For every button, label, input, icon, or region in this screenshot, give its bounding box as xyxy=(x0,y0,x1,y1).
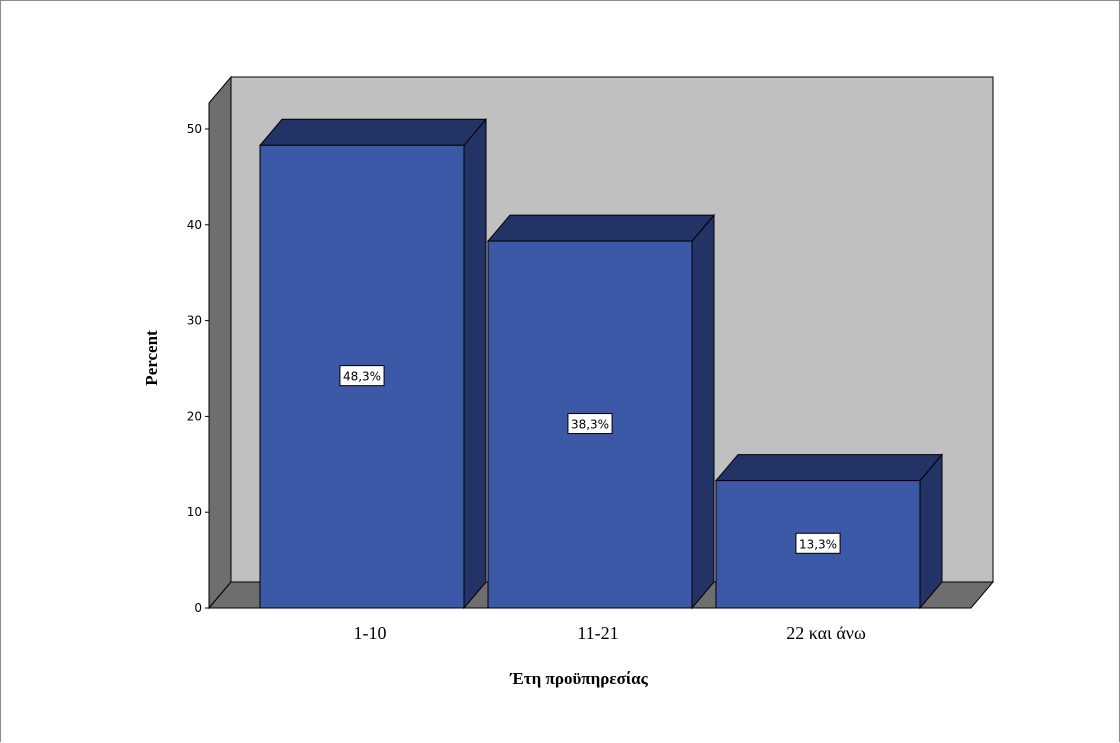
x-tick-label: 1-10 xyxy=(354,623,387,643)
y-tick-label: 30 xyxy=(187,314,202,328)
bar-top xyxy=(258,118,488,146)
x-tick-label: 11-21 xyxy=(577,623,618,643)
data-labels: 48,3% 38,3% 13,3% xyxy=(339,365,841,554)
x-axis: 1-10 11-21 22 και άνω xyxy=(354,623,866,643)
data-label-box xyxy=(795,532,841,554)
y-tick-label: 20 xyxy=(187,409,202,423)
data-label: 48,3% xyxy=(339,365,385,387)
data-label-box xyxy=(339,365,385,387)
bar-top xyxy=(714,454,944,482)
bar xyxy=(714,453,944,610)
data-label-text: 38,3% xyxy=(571,418,609,432)
y-axis-title: Percent xyxy=(142,330,161,386)
data-label: 13,3% xyxy=(795,532,841,554)
y-tick-label: 50 xyxy=(187,122,202,136)
bar-top xyxy=(486,214,716,242)
bar-side xyxy=(919,453,943,610)
bar xyxy=(258,117,488,610)
data-label-text: 13,3% xyxy=(799,537,837,551)
y-tick-label: 40 xyxy=(187,218,202,232)
side-wall xyxy=(208,75,232,610)
bar xyxy=(486,213,716,610)
y-axis: 0 10 20 30 40 50 xyxy=(187,122,209,615)
y-tick-label: 10 xyxy=(187,505,202,519)
y-tick-label: 0 xyxy=(194,601,202,615)
bar-side xyxy=(463,117,487,610)
data-label-box xyxy=(567,413,613,435)
x-axis-title: Έτη προϋπηρεσίας xyxy=(509,669,648,688)
bar-side xyxy=(691,213,715,610)
data-label: 38,3% xyxy=(567,413,613,435)
x-tick-label: 22 και άνω xyxy=(786,623,866,643)
data-label-text: 48,3% xyxy=(343,370,381,384)
